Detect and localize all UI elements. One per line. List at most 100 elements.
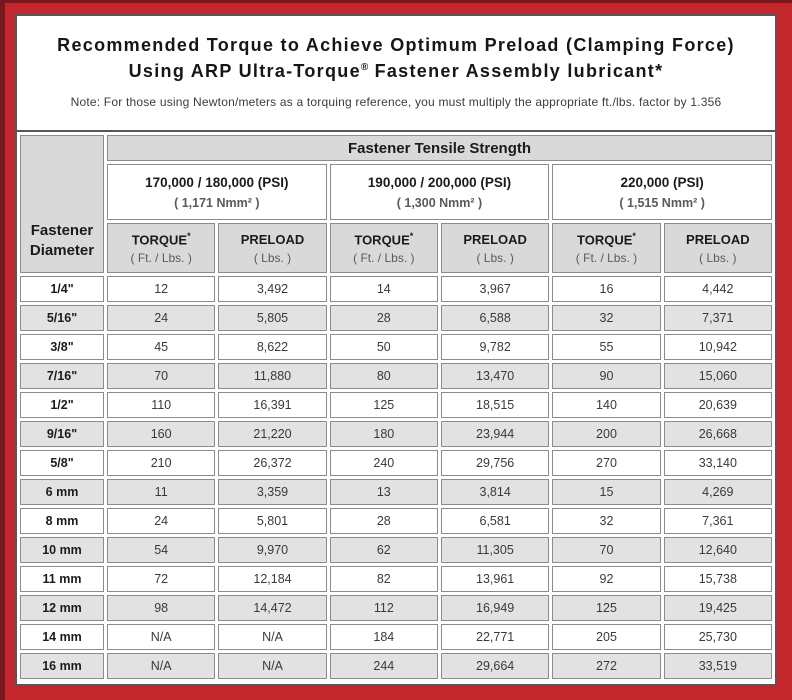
value-cell: 92 [552,566,661,592]
tensile-strength-header: Fastener Tensile Strength [107,135,772,161]
value-cell: 16,391 [218,392,327,418]
table-row: 16 mm N/A N/A 244 29,664 272 33,519 [20,653,772,679]
value-cell: 12,640 [663,537,772,563]
value-cell: 125 [329,392,438,418]
preload-label: PRELOAD [686,231,750,247]
asterisk-icon: * [409,230,414,241]
value-cell: 16,949 [440,595,550,621]
note-text: Note: For those using Newton/meters as a… [70,95,722,110]
value-cell: 140 [552,392,661,418]
value-cell: N/A [218,653,327,679]
torque-table: Fastener Diameter Fastener Tensile Stren… [17,132,775,682]
table-row: 1/4" 12 3,492 14 3,967 16 4,442 [20,276,772,302]
value-cell: 33,140 [663,450,772,476]
table-row: 1/2" 110 16,391 125 18,515 140 20,639 [20,392,772,418]
psi-group-header-1: 170,000 / 180,000 (PSI) ( 1,171 Nmm² ) [107,164,327,220]
torque-table-wrap: Fastener Diameter Fastener Tensile Stren… [17,130,775,682]
preload-column-header-3: PRELOAD ( Lbs. ) [663,223,772,273]
value-cell: 80 [329,363,438,389]
preload-label: PRELOAD [240,231,305,247]
tensile-header-row: Fastener Diameter Fastener Tensile Stren… [20,135,772,273]
value-cell: 272 [552,653,661,679]
value-cell: 244 [329,653,438,679]
value-cell: 19,425 [663,595,772,621]
table-row: 12 mm 98 14,472 112 16,949 125 19,425 [20,595,772,621]
table-row: 7/16" 70 11,880 80 13,470 90 15,060 [20,363,772,389]
diameter-cell: 8 mm [20,508,104,534]
value-cell: 45 [107,334,216,360]
diameter-cell: 9/16" [20,421,104,447]
registered-trademark-icon: ® [360,62,369,74]
value-cell: 11,305 [440,537,550,563]
value-cell: N/A [107,624,216,650]
value-cell: 14 [329,276,438,302]
value-cell: 70 [107,363,216,389]
table-row: 11 mm 72 12,184 82 13,961 92 15,738 [20,566,772,592]
title-line2-suffix: Fastener Assembly lubricant* [368,61,664,82]
diameter-cell: 10 mm [20,537,104,563]
value-cell: 6,588 [440,305,550,331]
diameter-cell: 1/4" [20,276,104,302]
value-cell: 29,756 [440,450,550,476]
table-row: 5/8" 210 26,372 240 29,756 270 33,140 [20,450,772,476]
value-cell: 10,942 [663,334,772,360]
value-cell: 98 [107,595,216,621]
value-cell: 70 [552,537,661,563]
value-cell: 22,771 [440,624,550,650]
value-cell: 33,519 [663,653,772,679]
diameter-cell: 5/16" [20,305,104,331]
value-cell: 125 [552,595,661,621]
fastener-diameter-line2: Diameter [29,241,95,259]
value-cell: 90 [552,363,661,389]
preload-units: ( Lbs. ) [699,250,737,265]
preload-units: ( Lbs. ) [476,250,514,265]
nmm-value: ( 1,515 Nmm² ) [619,195,705,210]
value-cell: 32 [552,508,661,534]
value-cell: 12 [107,276,216,302]
content-card: Recommended Torque to Achieve Optimum Pr… [15,14,777,686]
torque-column-header-2: TORQUE* ( Ft. / Lbs. ) [329,223,438,273]
nmm-value: ( 1,171 Nmm² ) [174,195,260,210]
diameter-cell: 3/8" [20,334,104,360]
value-cell: 4,269 [663,479,772,505]
psi-group-row: 170,000 / 180,000 (PSI) ( 1,171 Nmm² ) 1… [20,164,772,220]
diameter-cell: 12 mm [20,595,104,621]
value-cell: 3,814 [440,479,550,505]
table-row: 9/16" 160 21,220 180 23,944 200 26,668 [20,421,772,447]
value-cell: 21,220 [218,421,327,447]
value-cell: 7,371 [663,305,772,331]
value-cell: 62 [329,537,438,563]
value-cell: 72 [107,566,216,592]
table-row: 6 mm 11 3,359 13 3,814 15 4,269 [20,479,772,505]
title-line2-text: Using ARP Ultra-Torque [128,61,361,82]
value-cell: 6,581 [440,508,550,534]
value-cell: 54 [107,537,216,563]
diameter-cell: 5/8" [20,450,104,476]
value-cell: 184 [329,624,438,650]
torque-units: ( Ft. / Lbs. ) [130,251,192,266]
left-edge-stripe [0,0,5,700]
asterisk-icon: * [632,230,636,241]
value-cell: 18,515 [440,392,550,418]
table-row: 3/8" 45 8,622 50 9,782 55 10,942 [20,334,772,360]
psi-group-header-3: 220,000 (PSI) ( 1,515 Nmm² ) [552,164,772,220]
torque-units: ( Ft. / Lbs. ) [353,251,415,266]
value-cell: 160 [107,421,216,447]
diameter-cell: 7/16" [20,363,104,389]
value-cell: 3,492 [218,276,327,302]
psi-value: 170,000 / 180,000 (PSI) [145,174,289,190]
table-row: 10 mm 54 9,970 62 11,305 70 12,640 [20,537,772,563]
value-cell: 50 [329,334,438,360]
fastener-diameter-header: Fastener Diameter [20,135,104,273]
value-cell: 26,668 [663,421,772,447]
page-title-line1: Recommended Torque to Achieve Optimum Pr… [57,35,735,55]
value-cell: 32 [552,305,661,331]
value-cell: 13 [329,479,438,505]
diameter-cell: 16 mm [20,653,104,679]
table-body: 1/4" 12 3,492 14 3,967 16 4,442 5/16" 24 5,805 28 6… [20,276,772,679]
asterisk-icon: * [187,230,191,241]
top-edge-stripe [0,0,792,3]
page-title-line2: Using ARP Ultra-Torque® Fastener Assembl… [17,58,775,84]
value-cell: 9,970 [218,537,327,563]
preload-label: PRELOAD [463,231,527,247]
